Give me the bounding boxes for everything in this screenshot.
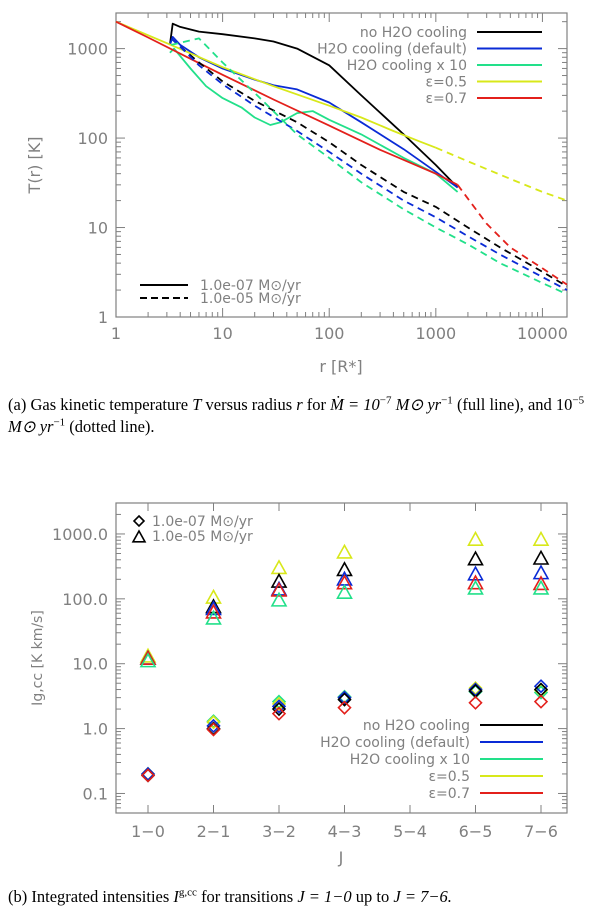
caption-b: (b) Integrated intensities Ig,cc for tra… (8, 886, 452, 906)
temperature-chart: 1 10 100 1000 10000 1 10 100 1000 r [R*] T(r) [K… (25, 12, 568, 376)
y-axis-label: Ig,cc [K km/s] (30, 610, 46, 706)
marker-no_h2o-triangle (467, 550, 484, 566)
marker-h2o_default-diamond (337, 690, 352, 705)
y-tick-label: 1.0 (83, 720, 108, 739)
marker-no_h2o-triangle (270, 572, 288, 588)
x-tick-label: 5−4 (393, 822, 427, 841)
x-tick-label: 7−6 (524, 822, 558, 841)
intensity-chart: 1−0 2−1 3−2 4−3 5−4 6−5 7−6 0.1 1.0 10.0 100.0 1000… (30, 502, 568, 867)
x-tick-label: 3−2 (262, 822, 296, 841)
x-tick-label: 100 (314, 324, 345, 343)
marker-eps07-triangle (205, 603, 222, 619)
marker-h2o_x10-triangle (467, 579, 484, 595)
legend-label-h2o_x10: H2O cooling x 10 (350, 752, 470, 768)
legend-marker-triangle (131, 529, 147, 543)
x-tick-label: 4−3 (328, 822, 362, 841)
series-h2o_x10-dashed (171, 37, 568, 296)
series-h2o_default-solid (169, 36, 459, 189)
x-tick-label: 10000 (517, 324, 568, 343)
marker-eps05-triangle (139, 647, 157, 663)
legend-label-eps05: ε=0.5 (425, 75, 467, 91)
marker-eps07-triangle (270, 581, 288, 597)
legend-marker-diamond (132, 514, 146, 528)
marker-eps07-diamond (468, 695, 483, 710)
marker-eps07-triangle (139, 649, 157, 665)
x-axis-label: J (338, 848, 344, 867)
marker-eps07-triangle (467, 574, 484, 590)
marker-eps05-triangle (270, 559, 288, 575)
marker-no_h2o-diamond (337, 692, 352, 707)
marker-h2o_default-triangle (532, 564, 550, 580)
legend-label-solid: 1.0e-07 M⊙/yr (200, 278, 301, 294)
series-eps05-solid (115, 20, 437, 149)
marker-h2o_default-diamond (140, 766, 156, 782)
marker-h2o_default-diamond (468, 682, 483, 697)
x-tick-label: 1−0 (131, 822, 165, 841)
series-eps05-dashed (435, 146, 568, 202)
series-eps07-solid (115, 20, 459, 186)
marker-eps05-triangle (467, 530, 484, 546)
x-tick-label: 2−1 (197, 822, 231, 841)
marker-h2o_default-diamond (206, 718, 221, 734)
marker-eps05-triangle (336, 543, 353, 559)
legend-label-eps07: ε=0.7 (428, 786, 470, 802)
marker-h2o_default-diamond (271, 699, 287, 714)
series-no_h2o-dashed (170, 37, 568, 288)
x-tick-label: 1 (111, 324, 121, 343)
legend-label-diamond: 1.0e-07 M⊙/yr (152, 514, 253, 530)
marker-h2o_default-triangle (467, 565, 484, 581)
legend-label-h2o_default: H2O cooling (default) (317, 42, 467, 58)
marker-h2o_default-triangle (205, 600, 222, 616)
legend-label-dashed: 1.0e-05 M⊙/yr (200, 291, 301, 307)
x-axis-label: r [R*] (319, 357, 362, 376)
marker-eps07-triangle (532, 575, 550, 591)
marker-no_h2o-triangle (532, 549, 550, 565)
x-tick-label: 6−5 (459, 822, 493, 841)
marker-eps05-diamond (206, 715, 221, 730)
marker-eps07-diamond (337, 700, 352, 715)
marker-eps05-triangle (532, 530, 550, 546)
legend-label-h2o_x10: H2O cooling x 10 (347, 58, 467, 74)
marker-h2o_x10-triangle (532, 579, 550, 595)
legend-label-h2o_default: H2O cooling (default) (320, 735, 470, 751)
series-h2o_x10-solid (169, 47, 459, 193)
marker-eps07-diamond (271, 706, 287, 721)
y-tick-label: 0.1 (83, 784, 108, 803)
marker-h2o_x10-triangle (336, 583, 353, 599)
legend-label-no_h2o: no H2O cooling (363, 718, 470, 734)
marker-no_h2o-diamond (271, 701, 287, 717)
marker-eps05-diamond (468, 681, 483, 696)
legend-label-eps07: ε=0.7 (425, 91, 467, 107)
marker-h2o_x10-triangle (139, 652, 157, 668)
series-h2o_default-dashed (170, 37, 568, 291)
y-tick-label: 100 (77, 129, 108, 148)
y-axis-label: T(r) [K] (25, 137, 44, 195)
caption-tag: (b) (8, 887, 28, 906)
y-tick-label: 1 (98, 308, 108, 327)
caption-tag: (a) (8, 395, 27, 414)
plot-frame (115, 12, 568, 318)
marker-h2o_default-diamond (533, 679, 549, 694)
marker-eps05-diamond (271, 696, 287, 712)
x-tick-label: 10 (212, 324, 232, 343)
legend-label-triangle: 1.0e-05 M⊙/yr (152, 529, 253, 545)
y-tick-label: 100.0 (62, 590, 108, 609)
y-tick-label: 10 (88, 219, 108, 238)
y-tick-label: 1000 (67, 40, 108, 59)
plot-frame (115, 502, 568, 814)
marker-eps07-diamond (533, 694, 549, 709)
marker-h2o_default-triangle (336, 570, 353, 586)
marker-h2o_x10-triangle (205, 609, 222, 625)
y-tick-label: 10.0 (72, 655, 108, 674)
x-tick-label: 1000 (415, 324, 456, 343)
caption-a: (a) Gas kinetic temperature T versus rad… (8, 394, 585, 436)
marker-h2o_x10-triangle (270, 591, 288, 607)
legend-label-no_h2o: no H2O cooling (360, 25, 467, 41)
y-tick-label: 1000.0 (52, 525, 108, 544)
marker-eps07-diamond (206, 722, 221, 737)
legend-label-eps05: ε=0.5 (428, 769, 470, 785)
marker-eps07-triangle (336, 574, 353, 590)
marker-eps07-diamond (140, 768, 156, 783)
